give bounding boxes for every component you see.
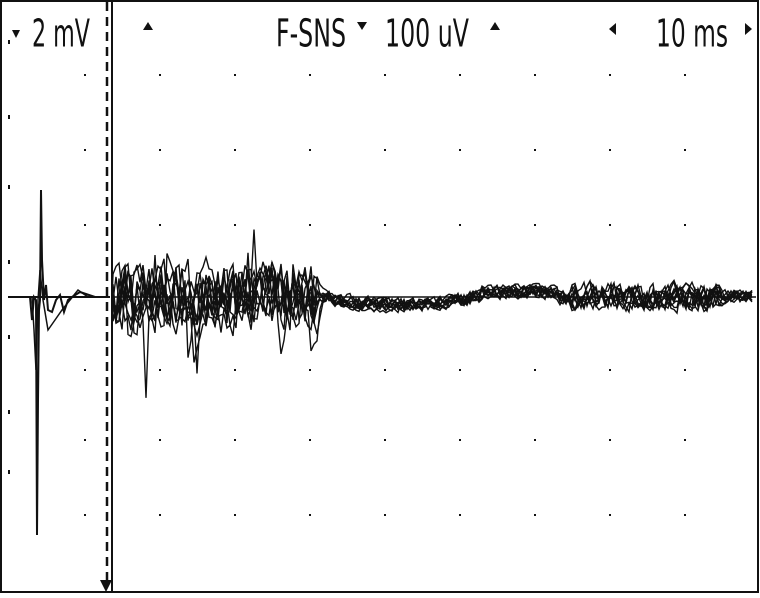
sweep: 10 ms	[656, 12, 728, 56]
edge-tick	[8, 470, 10, 474]
grid-dot	[384, 149, 386, 151]
grid-dot	[384, 514, 386, 516]
grid-dot	[459, 514, 461, 516]
protocol: F-SNS	[276, 12, 346, 56]
grid-dot	[309, 514, 311, 516]
left-scale: 2 mV	[32, 12, 90, 56]
cursor-marker	[100, 580, 112, 592]
grid-dot	[159, 224, 161, 226]
edge-tick	[8, 185, 10, 189]
grid-dot	[84, 224, 86, 226]
grid-dot	[459, 369, 461, 371]
grid-dot	[159, 439, 161, 441]
arrow-right	[745, 23, 752, 35]
grid-dot	[234, 74, 236, 76]
edge-tick	[8, 335, 10, 339]
grid-dot	[534, 514, 536, 516]
grid-dots	[8, 40, 686, 516]
traces	[111, 229, 756, 398]
grid-dot	[534, 369, 536, 371]
grid-dot	[84, 514, 86, 516]
grid-dot	[534, 149, 536, 151]
grid-dot	[84, 369, 86, 371]
grid-dot	[684, 514, 686, 516]
grid-dot	[459, 74, 461, 76]
grid-dot	[309, 149, 311, 151]
grid-dot	[234, 514, 236, 516]
grid-dot	[384, 369, 386, 371]
grid-dot	[309, 224, 311, 226]
grid-dot	[609, 514, 611, 516]
sensitivity: 100 uV	[385, 12, 469, 56]
grid-dot	[159, 369, 161, 371]
grid-dot	[609, 74, 611, 76]
grid-dot	[684, 439, 686, 441]
grid-dot	[609, 224, 611, 226]
grid-dot	[684, 74, 686, 76]
grid-dot	[684, 369, 686, 371]
trace	[111, 259, 753, 363]
left-trace	[31, 269, 89, 371]
arrow-left	[609, 23, 616, 35]
grid-dot	[534, 224, 536, 226]
grid-dot	[684, 149, 686, 151]
grid-dot	[534, 74, 536, 76]
grid-dot	[309, 369, 311, 371]
grid-dot	[84, 439, 86, 441]
grid-dot	[159, 149, 161, 151]
scale-arrow-down	[12, 30, 20, 38]
edge-tick	[8, 260, 10, 264]
grid-dot	[84, 74, 86, 76]
arrow-up	[143, 22, 153, 30]
arrow-down	[357, 22, 367, 30]
grid-dot	[684, 224, 686, 226]
grid-dot	[159, 514, 161, 516]
grid-dot	[459, 439, 461, 441]
grid-dot	[459, 224, 461, 226]
grid-dot	[609, 369, 611, 371]
grid-dot	[84, 149, 86, 151]
arrow-up	[490, 22, 500, 30]
grid-dot	[609, 149, 611, 151]
grid-dot	[534, 439, 536, 441]
edge-tick	[8, 115, 10, 119]
grid-dot	[159, 74, 161, 76]
edge-tick	[8, 410, 10, 414]
grid-dot	[459, 149, 461, 151]
grid-dot	[609, 439, 611, 441]
grid-dot	[234, 369, 236, 371]
grid-dot	[384, 74, 386, 76]
grid-dot	[309, 74, 311, 76]
grid-dot	[234, 149, 236, 151]
grid-dot	[384, 224, 386, 226]
grid-dot	[234, 224, 236, 226]
grid-dot	[309, 439, 311, 441]
edge-tick	[8, 40, 10, 44]
grid-dot	[234, 439, 236, 441]
grid-dot	[384, 439, 386, 441]
